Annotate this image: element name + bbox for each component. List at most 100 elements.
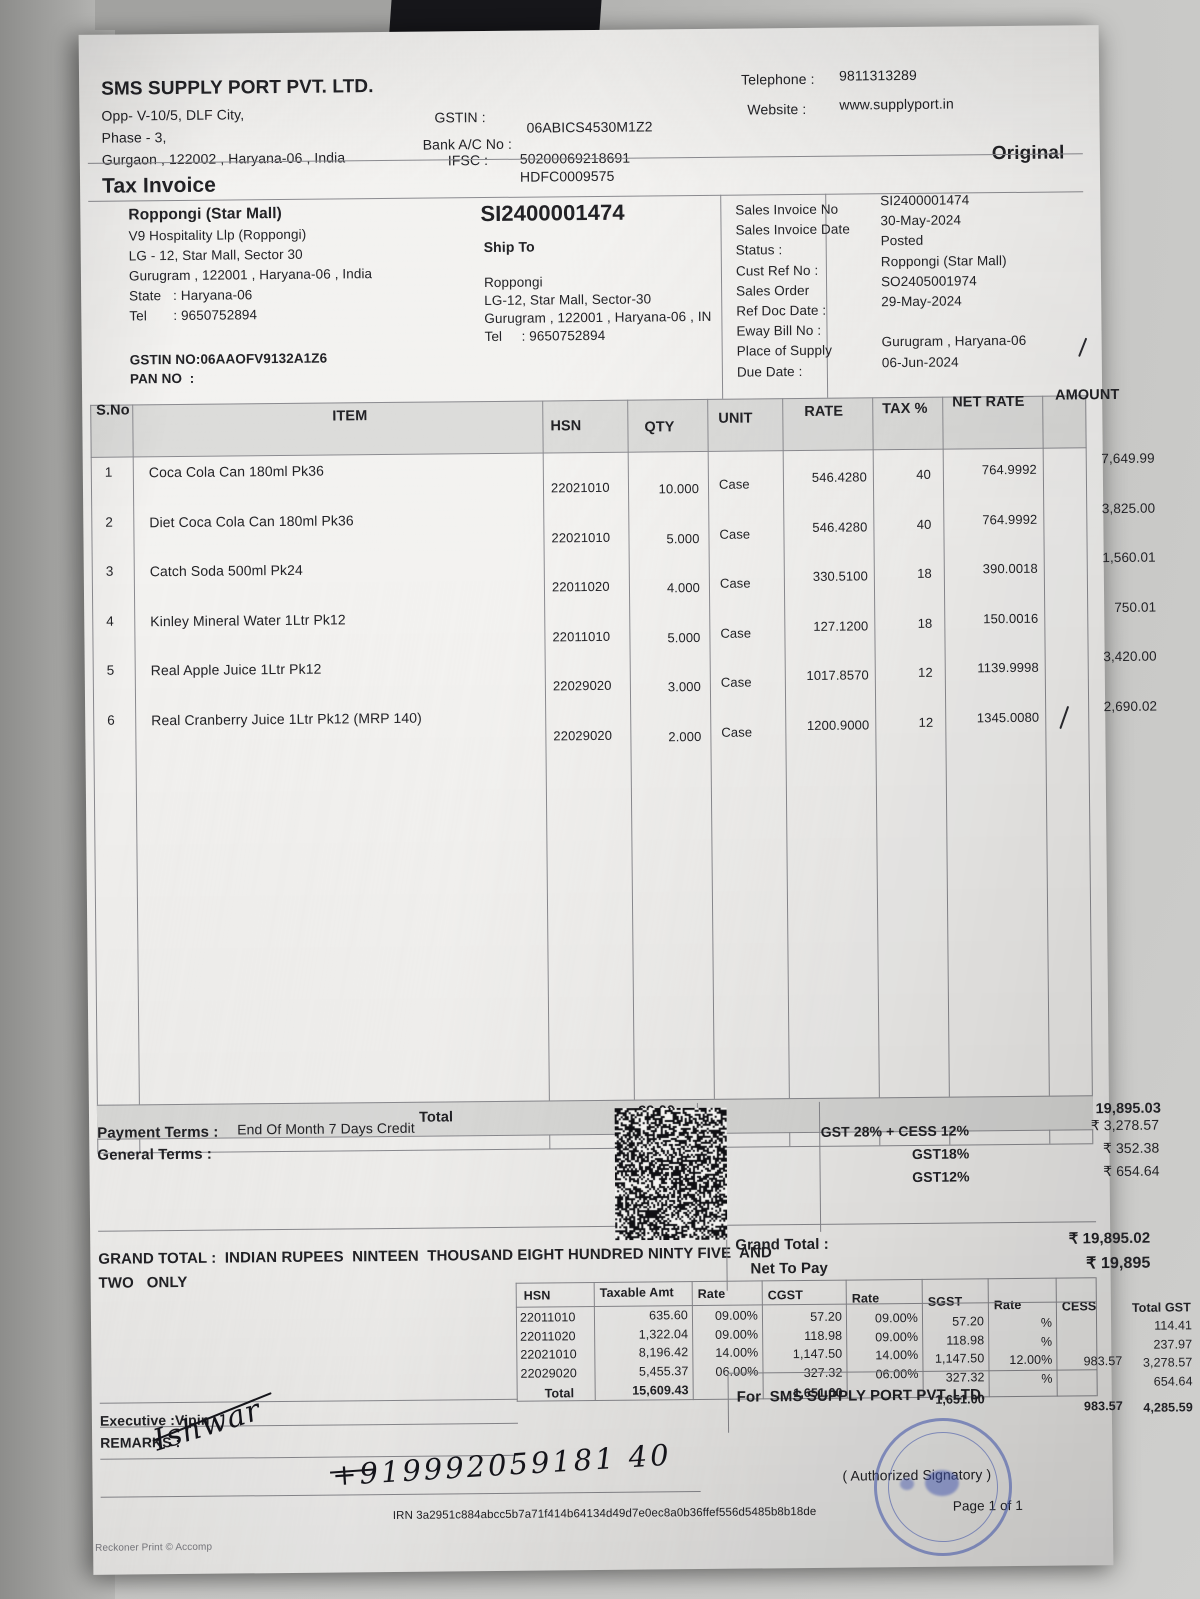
rule [782,398,791,1147]
hsn-row-rate3-0: % [1040,1315,1053,1330]
row-unit-4: Case [720,674,752,690]
bill-to-line2: LG - 12, Star Mall, Sector 30 [128,246,303,264]
meta-value-1: 30-May-2024 [880,212,962,229]
items-col-8: AMOUNT [1055,386,1120,404]
bill-to-line3: Gurugram , 122001 , Haryana-06 , India [128,266,373,284]
items-total-label: Total [418,1109,454,1126]
hsn-row-cgst-2: 1,147.50 [792,1346,843,1362]
ship-to-tel-value: : 9650752894 [521,327,606,344]
bill-to-tel-value: : 9650752894 [173,307,258,324]
bill-to-name: Roppongi (Star Mall) [128,204,282,224]
row-rate-0: 546.4280 [811,469,867,485]
rule [872,397,881,1146]
hsn-row-taxable-0: 635.60 [649,1308,689,1323]
row-amount-2: 1,560.01 [1102,549,1156,566]
stamp-ink-blob [925,1470,959,1496]
row-sno-5: 6 [107,712,115,728]
row-unit-5: Case [721,723,753,740]
row-amount-3: 750.01 [1114,599,1157,615]
gstin-label: GSTIN : [434,109,486,126]
row-netrate-2: 390.0018 [982,560,1038,577]
qr-code [614,1107,728,1241]
row-item-0: Coca Cola Can 180ml Pk36 [148,462,325,481]
row-unit-1: Case [719,526,751,542]
meta-label-0: Sales Invoice No [735,201,839,218]
row-tax-1: 40 [916,516,932,532]
meta-value-3: Roppongi (Star Mall) [880,252,1007,269]
hsn-row-totalgst-0: 114.41 [1154,1318,1193,1333]
row-hsn-5: 22029020 [553,727,613,743]
website-label: Website : [747,100,807,118]
row-tax-0: 40 [916,466,931,482]
row-rate-2: 330.5100 [812,568,868,584]
hsn-col-3: CGST [767,1288,803,1303]
row-tax-3: 18 [917,615,933,631]
telephone-value: 9811313289 [838,66,917,84]
row-rate-4: 1017.8570 [806,667,869,683]
row-rate-3: 127.1200 [813,617,869,634]
rule [99,1398,518,1404]
meta-value-2: Posted [880,233,924,249]
meta-label-6: Eway Bill No : [736,323,822,339]
pen-mark [1078,337,1088,357]
meta-label-7: Place of Supply [736,343,833,360]
items-col-0: S.No [96,402,130,419]
net-to-pay-value: ₹ 19,895 [1086,1254,1151,1273]
grand-total-words-1: GRAND TOTAL : INDIAN RUPEES NINTEEN THOU… [98,1244,773,1268]
row-tax-2: 18 [917,565,932,581]
hsn-row-taxable-3: 5,455.37 [638,1363,689,1379]
row-sno-4: 5 [106,662,115,678]
rule [942,396,951,1145]
bill-to-gstin: GSTIN NO:06AAOFV9132A1Z6 [129,350,328,368]
meta-value-7: Gurugram , Haryana-06 [881,333,1027,350]
hsn-row-rate3-3: % [1041,1371,1053,1386]
hsn-row-rate1-1: 09.00% [715,1326,759,1342]
hsn-row-rate1-3: 06.00% [715,1363,759,1379]
payment-terms-label: Payment Terms : [97,1123,219,1142]
items-col-6: TAX % [882,400,928,418]
ship-to-tel-label: Tel [484,328,503,345]
ship-to-heading: Ship To [483,238,535,256]
meta-label-4: Sales Order [736,282,810,299]
row-item-1: Diet Coca Cola Can 180ml Pk36 [149,511,354,530]
seller-name: SMS SUPPLY PORT PVT. LTD. [101,76,374,100]
telephone-label: Telephone : [741,70,815,88]
net-to-pay-label: Net To Pay [750,1259,828,1278]
invoice-number-big: SI2400001474 [480,199,625,227]
hsn-col-0: HSN [523,1288,551,1303]
row-tax-5: 12 [918,714,934,730]
items-total-amount: 19,895.03 [1095,1100,1162,1118]
payment-terms-value: End Of Month 7 Days Credit [237,1119,415,1138]
hsn-row-code-3: 22029020 [520,1365,577,1381]
gstin-value: 06ABICS4530M1Z2 [526,118,653,136]
meta-label-2: Status : [735,242,783,259]
row-sno-1: 2 [105,514,113,530]
ifsc-value: HDFC0009575 [519,167,615,185]
tax-line-label-2: GST12% [912,1168,970,1185]
rule [98,1225,699,1232]
row-amount-5: 2,690.02 [1103,698,1158,714]
items-col-7: NET RATE [952,393,1025,411]
hsn-row-code-2: 22021010 [520,1347,577,1362]
bill-to-pan: PAN NO : [129,370,195,387]
rule [90,404,99,1153]
grand-total-words-2: TWO ONLY [98,1273,188,1292]
hsn-col-2: Rate [697,1286,726,1302]
seller-address-line2: Phase - 3, [101,129,167,146]
website-value: www.supplyport.in [839,95,954,113]
row-hsn-4: 22029020 [552,677,612,694]
rule [515,1282,518,1402]
bill-to-state-label: State [129,288,162,304]
tax-line-amount-2: ₹ 654.64 [1103,1162,1160,1180]
rule [132,404,141,1153]
tax-line-amount-1: ₹ 352.38 [1102,1139,1160,1157]
rule [627,399,636,1148]
hsn-row-rate1-2: 14.00% [715,1345,759,1360]
row-hsn-3: 22011010 [552,628,611,644]
meta-label-8: Due Date : [736,363,803,380]
row-sno-3: 4 [106,613,114,629]
row-netrate-3: 150.0016 [983,610,1039,626]
irn-text: IRN 3a2951c884abcc5b7a71f414b64134d49d7e… [392,1505,817,1522]
hsn-row-sgst-2: 1,147.50 [934,1351,985,1366]
rule [542,400,551,1149]
